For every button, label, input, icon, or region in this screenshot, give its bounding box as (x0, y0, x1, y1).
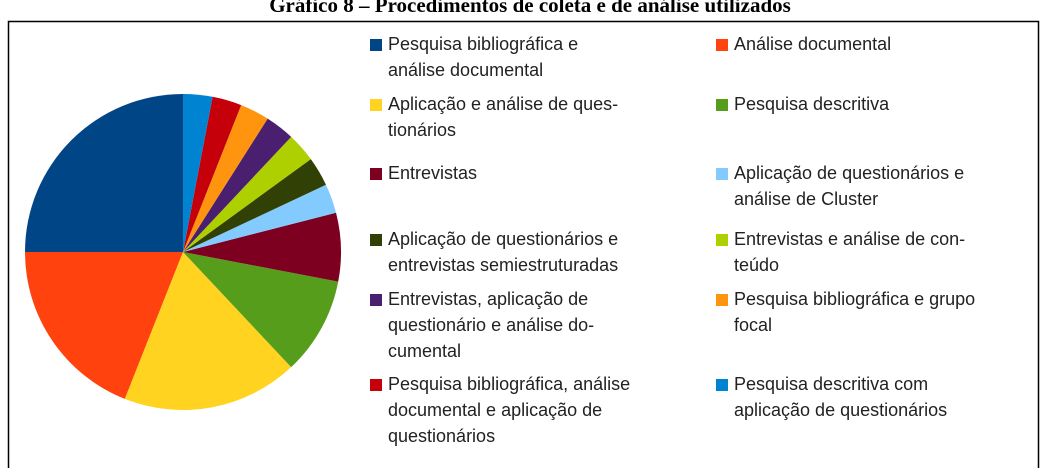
legend-label: Entrevistas (388, 163, 477, 183)
pie-slice (183, 94, 213, 252)
legend-label: Análise documental (734, 34, 891, 54)
pie-slice (183, 212, 341, 282)
chart-frame (7, 20, 1040, 468)
legend-swatch (716, 379, 728, 391)
legend-label: Aplicação de questionários e análise de C… (734, 163, 964, 209)
legend-swatch (716, 294, 728, 306)
pie-slice (25, 94, 183, 252)
legend-swatch (370, 294, 382, 306)
pie-slice (183, 184, 337, 252)
pie-slice (183, 105, 268, 253)
legend-swatch (716, 234, 728, 246)
legend-swatch (370, 39, 382, 51)
legend-swatch (716, 168, 728, 180)
legend-swatch (370, 99, 382, 111)
legend-swatch (370, 379, 382, 391)
legend-label: Pesquisa bibliográfica, análise documenta… (388, 374, 630, 446)
pie-slice (183, 118, 292, 252)
legend-label: Entrevistas e análise de con-teúdo (734, 229, 965, 275)
legend-swatch (370, 168, 382, 180)
legend-label: Pesquisa descritiva com aplicação de ques… (734, 374, 947, 420)
legend-swatch (716, 39, 728, 51)
pie-slice (183, 252, 339, 368)
legend-label: Pesquisa descritiva (734, 94, 890, 114)
pie-slice (124, 252, 292, 411)
pie-slice (25, 252, 183, 399)
legend-label: Aplicação e análise de ques-tionários (388, 94, 618, 140)
pie-slice (183, 159, 326, 252)
chart-title: Gráfico 8 – Procedimentos de coleta e de… (269, 0, 791, 17)
legend-label: Pesquisa bibliográfica e análise document… (388, 34, 578, 80)
pie-slice (183, 136, 311, 252)
legend-label: Entrevistas, aplicação de questionário e … (388, 289, 594, 361)
legend-swatch (370, 234, 382, 246)
pie-slice (183, 96, 242, 252)
legend-label: Aplicação de questionários e entrevistas … (388, 229, 618, 275)
legend-swatch (716, 99, 728, 111)
legend-label: Pesquisa bibliográfica e grupo focal (734, 289, 975, 335)
